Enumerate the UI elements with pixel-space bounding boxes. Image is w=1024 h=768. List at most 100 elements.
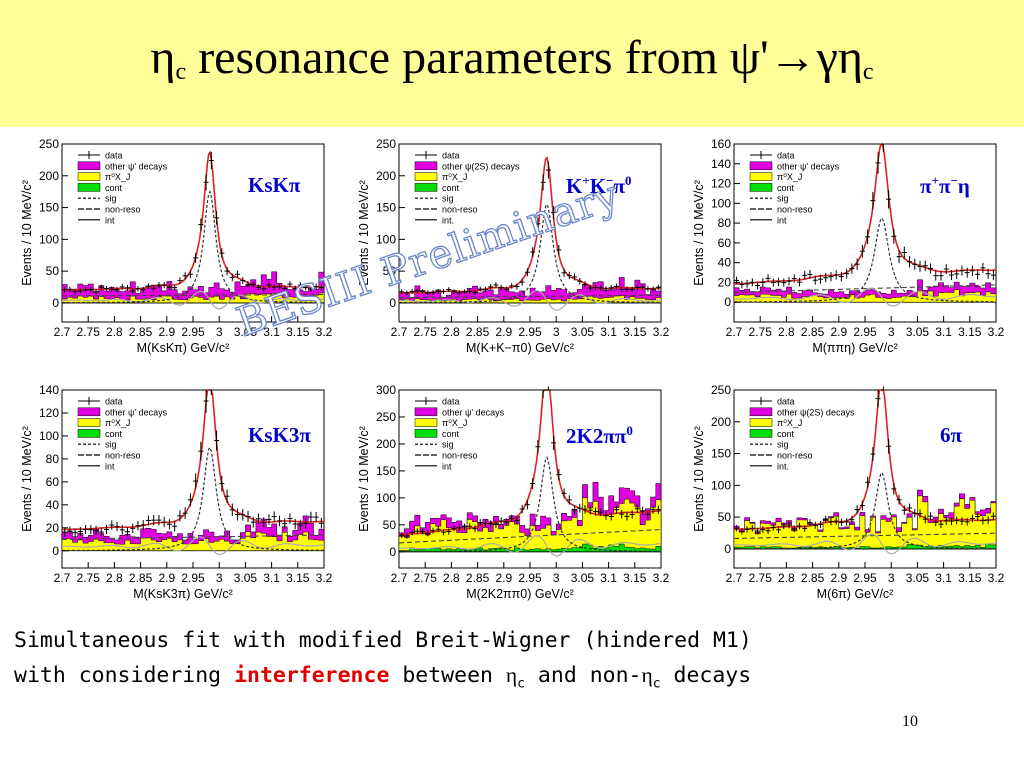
non-reso-curve: [399, 294, 661, 299]
x-tick-label: 3: [216, 325, 223, 339]
caption-eta-1: η: [505, 663, 518, 687]
legend-entry: data: [105, 151, 123, 161]
y-tick-label: 100: [711, 478, 731, 492]
x-tick-label: 2.8: [106, 571, 123, 585]
x-tick-label: 3.05: [906, 325, 930, 339]
channel-label-part: −: [606, 173, 614, 188]
plot-svg: 2.7 2.75 2.8 2.85 2.9 2.95 3 3.05 3.1 3.15 3.2 0 50 1…: [357, 137, 670, 355]
int-curve: [734, 533, 997, 555]
legend-entry: int: [105, 215, 115, 225]
title-sub-c2: c: [862, 59, 874, 85]
legend-entry: π⁰X_J: [442, 418, 467, 428]
y-tick-label: 80: [46, 452, 60, 466]
x-tick-label: 2.9: [495, 571, 512, 585]
plot-panel-5: 2.7 2.75 2.8 2.85 2.9 2.95 3 3.05 3.1 3.15 3.2 0 50 1…: [355, 378, 670, 610]
x-tick-label: 2.9: [158, 571, 175, 585]
channel-label-part: η: [957, 174, 970, 198]
x-tick-label: 3.1: [263, 325, 280, 339]
channel-label-part: 2K2ππ: [566, 424, 627, 448]
caption-line-2-and: and non-: [524, 663, 642, 688]
channel-label: KsK3π: [248, 423, 311, 447]
channel-label-part: π: [920, 174, 932, 198]
x-tick-label: 3.05: [234, 571, 258, 585]
legend-swatch: [77, 429, 101, 438]
plot-svg: 2.7 2.75 2.8 2.85 2.9 2.95 3 3.05 3.1 3.15 3.2 0 50 1…: [692, 383, 1005, 601]
total-fit-curve: [734, 389, 996, 531]
x-tick-label: 3.2: [653, 571, 670, 585]
legend-entry: non-reso: [442, 205, 478, 215]
y-tick-label: 20: [718, 275, 732, 289]
non-reso-curve: [734, 284, 997, 293]
y-tick-label: 150: [376, 464, 396, 478]
channel-label-part: −: [950, 173, 958, 188]
x-tick-label: 3.2: [653, 325, 670, 339]
legend-entry: non-reso: [105, 451, 141, 461]
x-tick-label: 3.15: [286, 571, 310, 585]
legend-swatch: [414, 429, 438, 438]
x-tick-label: 2.75: [414, 571, 438, 585]
x-tick-label: 3.1: [600, 571, 617, 585]
x-tick-label: 3.1: [935, 325, 952, 339]
y-tick-label: 120: [39, 406, 59, 420]
x-tick-label: 2.9: [495, 325, 512, 339]
x-tick-label: 3: [888, 571, 895, 585]
legend-entry: non-reso: [105, 205, 141, 215]
legend-entry: cont: [105, 183, 123, 193]
legend-entry: data: [442, 397, 460, 407]
legend-entry: cont: [442, 183, 460, 193]
x-tick-label: 2.8: [106, 325, 123, 339]
x-tick-label: 3: [216, 571, 223, 585]
x-tick-label: 3.05: [571, 571, 595, 585]
sig-curve: [398, 456, 661, 553]
x-tick-label: 2.9: [830, 325, 847, 339]
y-tick-label: 160: [711, 137, 731, 151]
y-tick-label: 100: [39, 429, 59, 443]
x-tick-label: 3: [888, 325, 895, 339]
legend-entry: other ψ(2S) decays: [442, 161, 520, 171]
legend-entry: sig: [442, 194, 454, 204]
legend-swatch: [77, 172, 101, 181]
legend-swatch: [77, 161, 101, 171]
plot-svg: 2.7 2.75 2.8 2.85 2.9 2.95 3 3.05 3.1 3.15 3.2 0 50 1…: [20, 137, 333, 355]
legend-entry: π⁰X_J: [105, 418, 130, 428]
channel-label: 6π: [940, 423, 963, 447]
title-main: resonance parameters from ψ'→γη: [186, 31, 863, 84]
y-tick-label: 60: [46, 475, 60, 489]
total-fit-curve: [398, 389, 662, 536]
interference-highlight: interference: [234, 663, 390, 688]
y-tick-label: 140: [39, 383, 59, 397]
y-tick-label: 40: [718, 256, 732, 270]
legend-swatch: [749, 407, 773, 417]
legend-entry: π⁰X_J: [777, 418, 802, 428]
legend-entry: data: [105, 397, 123, 407]
legend-entry: int.: [777, 461, 789, 471]
x-tick-label: 2.85: [801, 325, 825, 339]
x-tick-label: 3: [553, 571, 560, 585]
x-tick-label: 3.2: [316, 571, 333, 585]
x-tick-label: 2.8: [778, 325, 795, 339]
legend-entry: data: [777, 151, 795, 161]
caption-sub-c2: c: [652, 676, 661, 692]
channel-label-part: +: [931, 173, 939, 188]
caption-line-2-start: with considering: [14, 663, 235, 688]
title-bar: [0, 0, 1024, 127]
legend-entry: cont: [442, 429, 460, 439]
y-tick-label: 200: [39, 169, 59, 183]
legend-swatch: [749, 429, 773, 438]
y-tick-label: 0: [389, 296, 396, 310]
x-tick-label: 3.15: [286, 325, 310, 339]
caption-line-2: with considering interference between ηc…: [14, 658, 1014, 701]
x-tick-label: 2.7: [391, 571, 408, 585]
channel-label: KsKπ: [248, 173, 301, 197]
y-tick-label: 250: [376, 137, 396, 151]
int-curve: [733, 287, 996, 307]
legend-entry: int.: [442, 215, 454, 225]
total-fit-curve: [62, 150, 324, 291]
legend-entry: cont: [105, 429, 123, 439]
caption-eta-2: η: [641, 663, 653, 687]
title-sub-c: c: [175, 59, 187, 85]
plot-svg: 2.7 2.75 2.8 2.85 2.9 2.95 3 3.05 3.1 3.15 3.2 0 20 4…: [692, 137, 1005, 355]
x-tick-label: 2.85: [466, 325, 490, 339]
y-tick-label: 200: [711, 415, 731, 429]
x-tick-label: 3.2: [988, 571, 1005, 585]
